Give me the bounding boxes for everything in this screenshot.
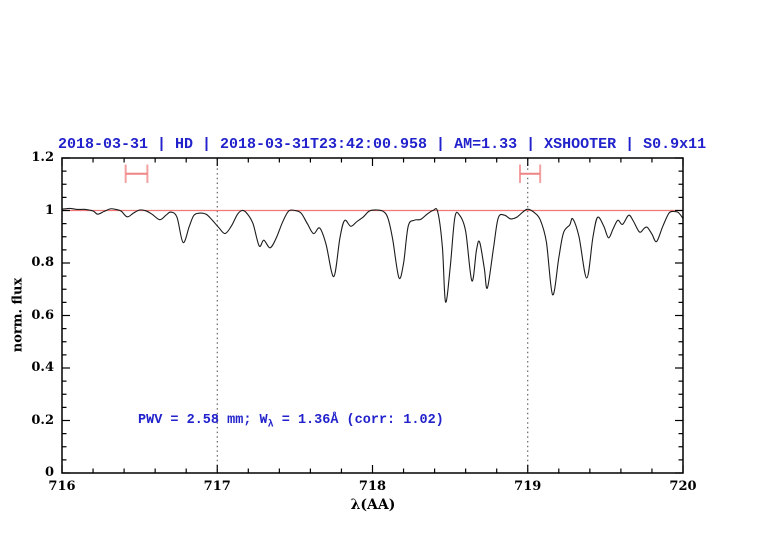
x-tick-label: 720 [669, 479, 697, 494]
y-tick-label: 0.6 [31, 307, 54, 323]
x-tick-label: 716 [48, 479, 76, 494]
telluric-spectrum-curve [61, 207, 684, 303]
pwv-annotation-subscript: λ [267, 419, 274, 431]
y-tick-label: 1 [44, 202, 54, 218]
y-tick-label: 0.8 [31, 255, 54, 270]
y-tick-label: 0 [44, 465, 54, 480]
x-tick-label: 718 [358, 479, 387, 494]
y-tick-label: 1.2 [31, 150, 54, 165]
pwv-annotation: PWV = 2.58 mm; Wλ = 1.36Å (corr: 1.02) [138, 413, 444, 431]
pwv-annotation-suffix: = 1.36Å (corr: 1.02) [273, 413, 444, 428]
y-tick-label: 0.2 [31, 412, 54, 428]
x-axis-label: λ(AA) [350, 497, 396, 513]
x-tick-label: 717 [203, 479, 231, 494]
pwv-annotation-prefix: PWV = 2.58 mm; W [138, 413, 268, 428]
y-tick-label: 0.4 [31, 360, 54, 375]
x-tick-label: 719 [514, 479, 542, 494]
plot-title: 2018-03-31 | HD | 2018-03-31T23:42:00.95… [58, 136, 707, 153]
